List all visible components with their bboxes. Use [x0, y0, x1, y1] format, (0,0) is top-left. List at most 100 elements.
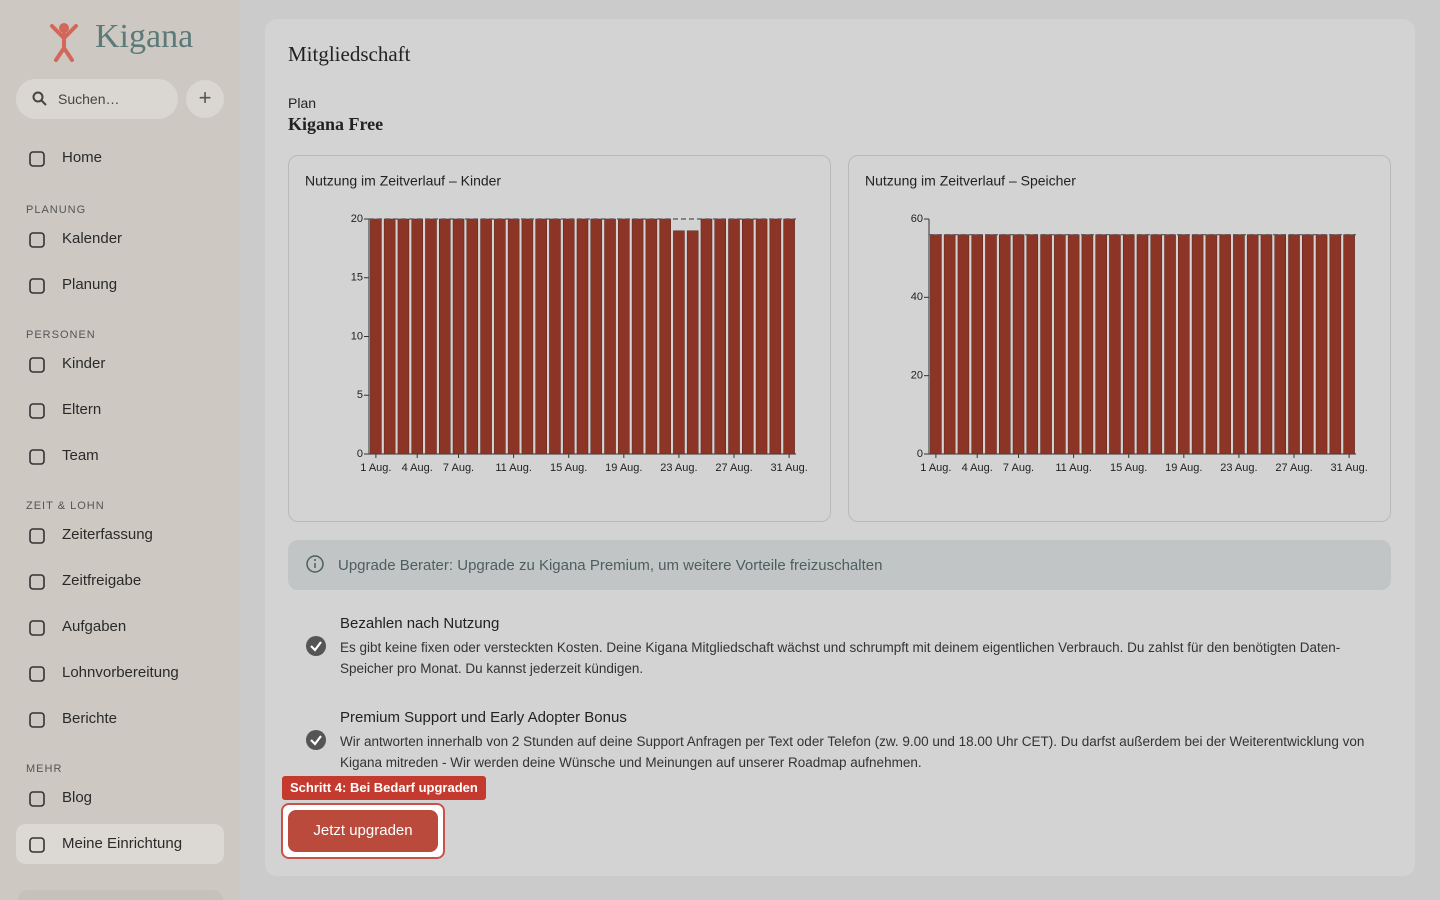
- bar: [507, 218, 520, 455]
- bar: [1329, 234, 1342, 455]
- bar: [700, 218, 713, 455]
- x-tick-label: 31 Aug.: [770, 462, 807, 474]
- bar: [783, 218, 795, 455]
- bar: [755, 218, 768, 455]
- bar: [1040, 234, 1052, 455]
- info-banner: Upgrade Berater: Upgrade zu Kigana Premi…: [288, 540, 1391, 590]
- nav-heading: PLANUNG: [26, 204, 87, 216]
- search-field[interactable]: Suchen…: [16, 79, 178, 119]
- x-tick-label: 1 Aug.: [920, 462, 951, 474]
- bar: [1191, 234, 1204, 455]
- plan-name: Kigana Free: [288, 114, 384, 134]
- nav-item[interactable]: Zeitfreigabe: [16, 561, 224, 601]
- bar: [1164, 234, 1176, 455]
- nav-item[interactable]: Kalender: [16, 219, 224, 259]
- bar: [1026, 234, 1039, 455]
- bar: [438, 218, 451, 455]
- bar: [494, 218, 506, 455]
- y-tick-label: 40: [911, 291, 923, 303]
- nav-item[interactable]: Blog: [16, 778, 224, 818]
- chart-card: Nutzung im Zeitverlauf – Kinder 0 5 10 15 20 1…: [288, 155, 831, 522]
- nav-label: Meine Einrichtung: [62, 835, 183, 852]
- nav-heading: PERSONEN: [26, 329, 96, 341]
- nav-label: Zeiterfassung: [62, 526, 153, 543]
- x-tick-label: 1 Aug.: [360, 462, 391, 474]
- feature-text: Wir antworten innerhalb von 2 Stunden au…: [340, 734, 1365, 770]
- bar: [1246, 234, 1259, 455]
- bar: [943, 234, 956, 455]
- nav-label: Lohnvorbereitung: [62, 664, 179, 681]
- nav-item[interactable]: Planung: [16, 265, 224, 305]
- y-tick-label: 10: [351, 330, 363, 342]
- x-tick-label: 27 Aug.: [1275, 462, 1312, 474]
- nav-heading: ZEIT & LOHN: [26, 500, 105, 512]
- y-tick-label: 0: [917, 448, 923, 460]
- nav-item[interactable]: Meine Einrichtung: [16, 824, 224, 864]
- nav-item[interactable]: Aufgaben: [16, 607, 224, 647]
- sidebar: Kigana Suchen… + Home PLANUNG Kalender Plan…: [0, 0, 240, 900]
- sidebar-footer: [18, 890, 223, 900]
- x-tick-label: 31 Aug.: [1330, 462, 1367, 474]
- nav-label: Eltern: [62, 401, 102, 418]
- y-tick-label: 15: [351, 272, 363, 284]
- bar: [466, 218, 479, 455]
- bar: [1302, 234, 1314, 455]
- bar: [425, 218, 437, 455]
- chart: Nutzung im Zeitverlauf – Kinder 0 5 10 15 20 1…: [305, 173, 808, 474]
- bar: [714, 218, 727, 455]
- bar: [618, 218, 630, 455]
- chart-card: Nutzung im Zeitverlauf – Speicher 0 20 40 60…: [848, 155, 1391, 522]
- bar: [1260, 234, 1273, 455]
- bar: [1274, 234, 1287, 455]
- x-tick-label: 15 Aug.: [1110, 462, 1147, 474]
- bar: [1219, 234, 1231, 455]
- x-tick-label: 15 Aug.: [550, 462, 587, 474]
- bar: [480, 218, 492, 455]
- chart-title: Nutzung im Zeitverlauf – Kinder: [305, 173, 501, 189]
- y-tick-label: 60: [911, 213, 923, 225]
- page-title: Mitgliedschaft: [288, 42, 411, 66]
- bar: [930, 234, 942, 455]
- bar: [549, 218, 561, 455]
- feature-title: Bezahlen nach Nutzung: [340, 615, 500, 632]
- logo[interactable]: Kigana: [95, 18, 194, 55]
- bar: [957, 234, 970, 455]
- add-button[interactable]: +: [186, 80, 224, 118]
- x-tick-label: 11 Aug.: [1055, 462, 1092, 474]
- upgrade-button[interactable]: Jetzt upgraden: [288, 810, 438, 852]
- bar: [971, 234, 983, 455]
- bar: [383, 218, 396, 455]
- nav-item[interactable]: Lohnvorbereitung: [16, 653, 224, 693]
- feature-text: Es gibt keine fixen oder versteckten Kos…: [340, 640, 1341, 676]
- tour-step-label: Schritt 4: Bei Bedarf upgraden: [282, 776, 486, 800]
- bar: [769, 218, 782, 455]
- bar: [1122, 234, 1135, 455]
- bar: [452, 218, 465, 455]
- info-text: Upgrade Berater: Upgrade zu Kigana Premi…: [338, 557, 883, 574]
- x-tick-label: 7 Aug.: [443, 462, 474, 474]
- bar: [1315, 234, 1328, 455]
- bar: [562, 218, 575, 455]
- bar: [535, 218, 547, 455]
- plan-label: Plan: [288, 95, 317, 111]
- nav-item[interactable]: Berichte: [16, 699, 224, 739]
- nav-item[interactable]: Team: [16, 436, 224, 476]
- bar: [728, 218, 740, 455]
- x-tick-label: 4 Aug.: [402, 462, 433, 474]
- nav-heading: MEHR: [26, 763, 63, 775]
- x-tick-label: 19 Aug.: [605, 462, 642, 474]
- nav-item[interactable]: Eltern: [16, 390, 224, 430]
- nav-label: Berichte: [62, 710, 118, 727]
- x-tick-label: 4 Aug.: [962, 462, 993, 474]
- nav-item[interactable]: Zeiterfassung: [16, 515, 224, 555]
- nav-item[interactable]: Home: [16, 138, 224, 178]
- bar: [1012, 234, 1025, 455]
- chart-title: Nutzung im Zeitverlauf – Speicher: [865, 173, 1076, 189]
- feature-title: Premium Support und Early Adopter Bonus: [340, 709, 627, 726]
- logo-icon: [50, 23, 78, 62]
- x-tick-label: 23 Aug.: [660, 462, 697, 474]
- nav-label: Kinder: [62, 355, 106, 372]
- bar: [1233, 234, 1245, 455]
- nav-item[interactable]: Kinder: [16, 344, 224, 384]
